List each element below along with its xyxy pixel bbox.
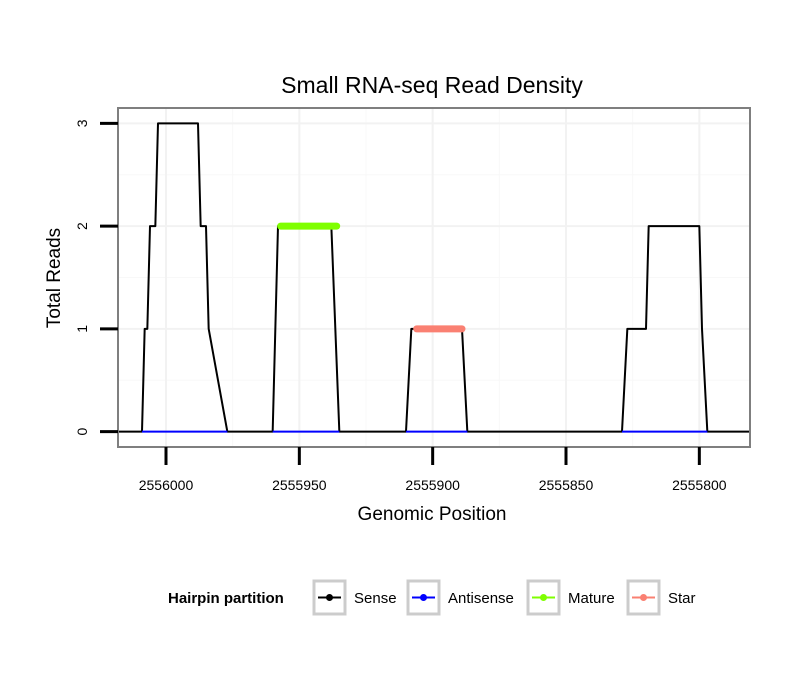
y-axis: 0 1 2 3	[74, 119, 118, 435]
plot-panel	[117, 107, 751, 448]
legend-label-antisense: Antisense	[448, 590, 514, 607]
x-tick-label: 2555900	[405, 477, 460, 493]
legend-entry-star: Star	[626, 579, 696, 616]
legend-entries: Sense Antisense Mature Star	[312, 579, 696, 616]
legend-key-point	[540, 594, 547, 601]
legend-label-sense: Sense	[354, 590, 397, 607]
x-tick-label: 2555850	[539, 477, 594, 493]
legend-key-point	[640, 594, 647, 601]
legend-key-point	[420, 594, 427, 601]
x-tick-label: 2555950	[272, 477, 327, 493]
legend-title: Hairpin partition	[168, 590, 284, 607]
y-tick-label: 3	[74, 119, 90, 127]
chart-title: Small RNA-seq Read Density	[281, 72, 583, 98]
x-tick-label: 2556000	[139, 477, 194, 493]
x-axis-title: Genomic Position	[358, 504, 507, 525]
series-layer	[118, 122, 750, 433]
y-axis-title: Total Reads	[44, 228, 65, 328]
x-tick-label: 2555800	[672, 477, 727, 493]
y-tick-label: 0	[74, 427, 90, 435]
legend-entry-mature: Mature	[526, 579, 615, 616]
y-tick-label: 2	[74, 222, 90, 230]
legend-key-point	[326, 594, 333, 601]
legend-label-star: Star	[668, 590, 696, 607]
minor-gridlines	[118, 108, 750, 447]
legend-entry-antisense: Antisense	[406, 579, 514, 616]
legend-entry-sense: Sense	[312, 579, 397, 616]
legend-label-mature: Mature	[568, 590, 615, 607]
y-tick-label: 1	[74, 325, 90, 333]
legend: Hairpin partition Sense Antisense Mature St…	[168, 579, 696, 616]
x-axis: 2556000 2555950 2555900 2555850 2555800	[139, 447, 727, 493]
